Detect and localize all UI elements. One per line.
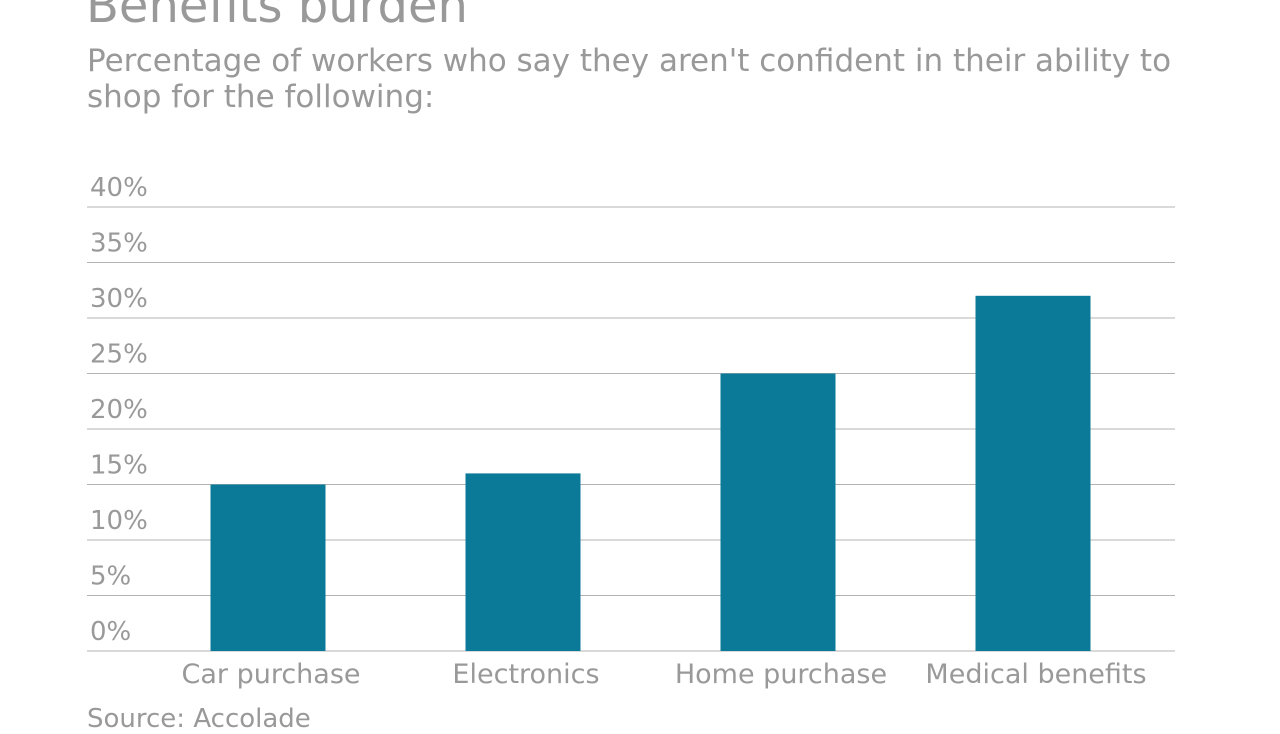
y-tick-label: 25% [90,340,148,370]
y-tick-label: 10% [90,506,148,536]
y-tick-label: 40% [90,173,148,203]
bar-car-purchase [210,484,326,651]
bar-medical-benefits [975,295,1091,651]
x-category-label: Car purchase [181,659,360,690]
y-tick-label: 35% [90,229,148,259]
x-category-label: Home purchase [675,659,887,690]
source-note: Source: Accolade [87,704,311,734]
y-tick-label: 15% [90,451,148,481]
y-tick-label: 30% [90,284,148,314]
x-category-label: Medical benefits [925,659,1146,690]
bar-home-purchase [720,373,836,651]
y-tick-label: 5% [90,562,131,592]
y-tick-label: 20% [90,395,148,425]
chart-title: Benefits burden [86,0,468,34]
chart-subtitle: Percentage of workers who say they aren'… [87,43,1172,115]
y-tick-label: 0% [90,617,131,647]
bar-electronics [465,473,581,651]
x-category-label: Electronics [452,659,599,690]
